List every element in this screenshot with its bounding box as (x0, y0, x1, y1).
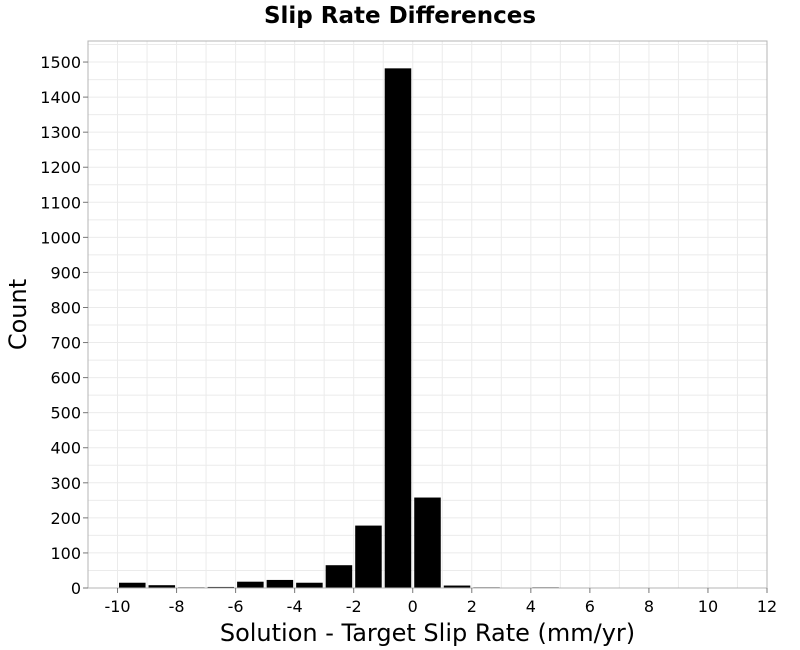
y-tick-label: 700 (50, 334, 81, 353)
y-tick-label: 0 (71, 579, 81, 598)
x-tick-label: -8 (169, 597, 185, 616)
y-tick-label: 600 (50, 369, 81, 388)
y-tick-label: 400 (50, 439, 81, 458)
y-tick-label: 200 (50, 509, 81, 528)
x-tick-label: 0 (408, 597, 418, 616)
y-axis-label: Count (4, 279, 32, 350)
histogram-bar (266, 579, 294, 588)
x-tick-label: 2 (467, 597, 477, 616)
x-tick-label: -10 (104, 597, 130, 616)
histogram-bar (207, 586, 235, 588)
chart-title: Slip Rate Differences (263, 3, 537, 29)
histogram-bar (443, 585, 471, 588)
y-tick-label: 1400 (40, 88, 81, 107)
histogram-bar (384, 68, 412, 589)
y-tick-label: 300 (50, 474, 81, 493)
y-tick-label: 900 (50, 263, 81, 282)
histogram-bar (414, 497, 441, 588)
y-tick-label: 100 (50, 544, 81, 563)
y-tick-label: 800 (50, 298, 81, 317)
histogram-bar (296, 582, 323, 588)
histogram-bar (119, 582, 146, 588)
y-tick-label: 1500 (40, 53, 81, 72)
x-tick-label: 4 (526, 597, 536, 616)
y-tick-label: 1000 (40, 228, 81, 247)
x-tick-label: -2 (346, 597, 362, 616)
histogram-bar (237, 581, 264, 588)
x-tick-label: -4 (287, 597, 303, 616)
plot-frame (87, 40, 768, 589)
x-tick-label: -6 (228, 597, 244, 616)
x-axis-label: Solution - Target Slip Rate (mm/yr) (220, 619, 635, 647)
y-tick-label: 1200 (40, 158, 81, 177)
histogram-bar (325, 565, 353, 588)
x-tick-label: 6 (585, 597, 595, 616)
x-tick-label: 8 (644, 597, 654, 616)
y-tick-label: 1300 (40, 123, 81, 142)
x-tick-label: 10 (698, 597, 718, 616)
y-tick-label: 500 (50, 404, 81, 423)
histogram-bar (148, 585, 176, 588)
x-tick-label: 12 (757, 597, 777, 616)
y-tick-label: 1100 (40, 193, 81, 212)
histogram-bar (355, 525, 382, 588)
